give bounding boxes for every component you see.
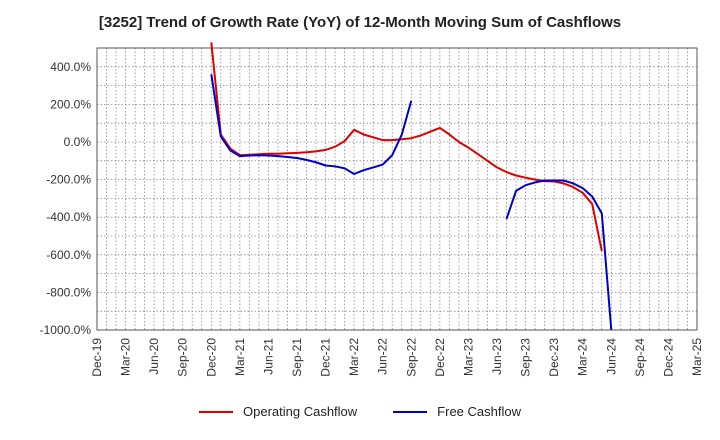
y-tick-label: 400.0% xyxy=(50,60,91,74)
x-tick-label: Mar-20 xyxy=(119,338,133,376)
series-lines xyxy=(210,42,613,331)
x-tick-label: Dec-23 xyxy=(547,338,561,377)
legend: Operating Cashflow Free Cashflow xyxy=(0,404,720,419)
x-tick-label: Sep-22 xyxy=(404,338,418,377)
y-tick-label: -200.0% xyxy=(46,173,91,187)
x-tick-label: Jun-20 xyxy=(147,338,161,375)
x-tick-label: Mar-25 xyxy=(690,338,704,376)
x-tick-label: Sep-24 xyxy=(633,338,647,377)
x-tick-label: Mar-21 xyxy=(233,338,247,376)
series-line-free-cashflow xyxy=(210,74,613,331)
x-tick-label: Jun-21 xyxy=(261,338,275,375)
x-tick-label: Mar-23 xyxy=(461,338,475,376)
legend-swatch-free xyxy=(393,410,428,413)
chart-title: [3252] Trend of Growth Rate (YoY) of 12-… xyxy=(98,14,622,31)
x-tick-label: Jun-24 xyxy=(604,338,618,375)
legend-swatch-operating xyxy=(199,410,233,413)
grid xyxy=(97,48,697,330)
x-tick-label: Mar-22 xyxy=(347,338,361,376)
x-axis-ticks: Dec-19 Mar-20 Jun-20 Sep-20 Dec-20 Mar-21 Jun-… xyxy=(90,338,704,377)
y-axis-ticks: 400.0% 200.0% 0.0% -200.0% -400.0% -600.0% -80… xyxy=(40,60,92,337)
x-tick-label: Jun-23 xyxy=(490,338,504,375)
x-tick-label: Sep-20 xyxy=(176,338,190,377)
y-tick-label: -400.0% xyxy=(46,210,91,224)
x-tick-label: Dec-20 xyxy=(204,338,218,377)
x-tick-label: Dec-19 xyxy=(90,338,104,377)
x-tick-label: Dec-22 xyxy=(433,338,447,377)
y-tick-label: -800.0% xyxy=(46,285,91,299)
plot-frame xyxy=(96,47,698,331)
x-tick-label: Mar-24 xyxy=(576,338,590,376)
x-tick-label: Dec-21 xyxy=(319,338,333,377)
x-tick-label: Dec-24 xyxy=(661,338,675,377)
legend-label-operating: Operating Cashflow xyxy=(243,404,358,419)
y-tick-label: 200.0% xyxy=(50,97,91,111)
x-tick-label: Sep-21 xyxy=(290,338,304,377)
series-line-operating-cashflow xyxy=(210,42,603,252)
x-tick-label: Jun-22 xyxy=(376,338,390,375)
y-tick-label: -600.0% xyxy=(46,248,91,262)
legend-item-free-cashflow: Free Cashflow xyxy=(393,404,521,419)
legend-label-free: Free Cashflow xyxy=(437,404,521,419)
y-tick-label: -1000.0% xyxy=(40,323,92,337)
x-tick-label: Sep-23 xyxy=(519,338,533,377)
y-tick-label: 0.0% xyxy=(64,135,92,149)
legend-item-operating-cashflow: Operating Cashflow xyxy=(199,404,357,419)
